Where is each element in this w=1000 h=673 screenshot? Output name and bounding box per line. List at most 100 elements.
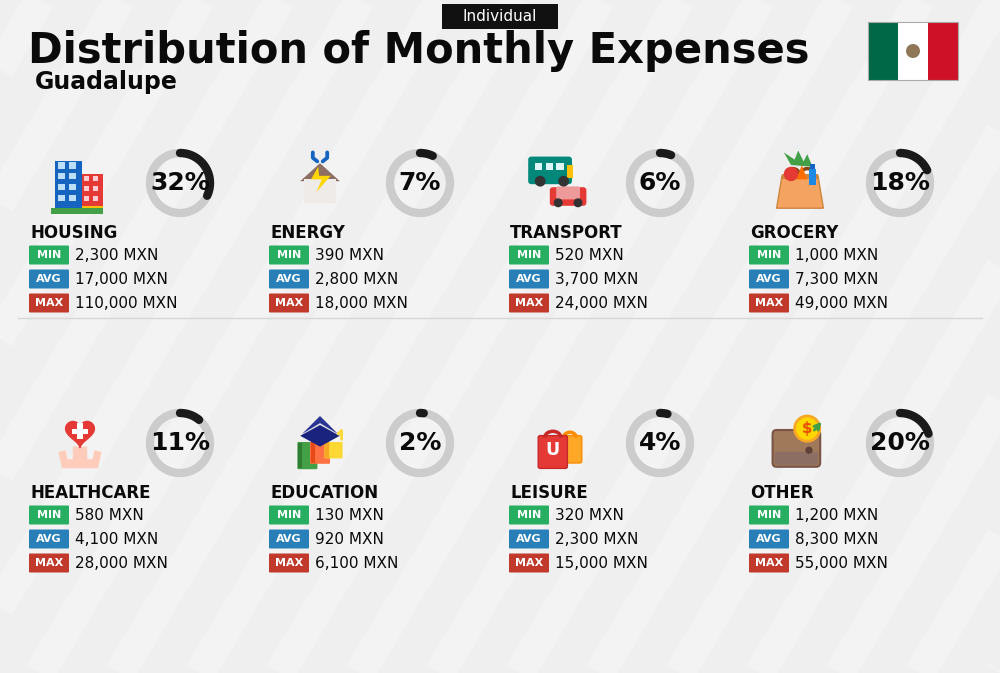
FancyBboxPatch shape [556, 186, 580, 199]
Bar [69, 194, 76, 201]
Polygon shape [311, 167, 331, 192]
Bar [928, 22, 958, 80]
FancyBboxPatch shape [29, 246, 69, 264]
Text: 49,000 MXN: 49,000 MXN [795, 295, 888, 310]
Bar [69, 162, 76, 169]
Text: AVG: AVG [276, 534, 302, 544]
Text: MAX: MAX [515, 298, 543, 308]
FancyBboxPatch shape [538, 435, 567, 468]
Text: Guadalupe: Guadalupe [35, 70, 178, 94]
Bar [84, 186, 89, 191]
Circle shape [784, 167, 798, 181]
FancyBboxPatch shape [749, 246, 789, 264]
Text: 6,100 MXN: 6,100 MXN [315, 555, 398, 571]
Text: 3,700 MXN: 3,700 MXN [555, 271, 638, 287]
Bar [556, 163, 564, 170]
FancyBboxPatch shape [509, 530, 549, 548]
Text: 24,000 MXN: 24,000 MXN [555, 295, 648, 310]
Bar [84, 196, 89, 201]
Circle shape [554, 199, 563, 207]
Text: 390 MXN: 390 MXN [315, 248, 384, 262]
Text: MAX: MAX [35, 558, 63, 568]
Text: 130 MXN: 130 MXN [315, 507, 384, 522]
Text: MIN: MIN [517, 250, 541, 260]
Text: 17,000 MXN: 17,000 MXN [75, 271, 168, 287]
Bar [69, 184, 76, 190]
FancyBboxPatch shape [773, 430, 820, 467]
Text: 55,000 MXN: 55,000 MXN [795, 555, 888, 571]
Bar [55, 162, 82, 208]
Bar [868, 22, 958, 80]
Bar [82, 174, 103, 208]
Text: MIN: MIN [277, 250, 301, 260]
Text: AVG: AVG [756, 274, 782, 284]
Text: ENERGY: ENERGY [270, 224, 345, 242]
Text: AVG: AVG [276, 274, 302, 284]
FancyBboxPatch shape [29, 293, 69, 312]
Text: 4,100 MXN: 4,100 MXN [75, 532, 158, 546]
Text: 920 MXN: 920 MXN [315, 532, 384, 546]
FancyBboxPatch shape [269, 505, 309, 524]
Bar [84, 176, 89, 181]
Text: Distribution of Monthly Expenses: Distribution of Monthly Expenses [28, 30, 810, 72]
Text: U: U [546, 441, 560, 459]
FancyBboxPatch shape [749, 269, 789, 289]
FancyBboxPatch shape [269, 269, 309, 289]
Text: MAX: MAX [515, 558, 543, 568]
Text: 7%: 7% [399, 171, 441, 195]
FancyBboxPatch shape [29, 505, 69, 524]
FancyBboxPatch shape [310, 442, 330, 464]
Bar [868, 22, 898, 80]
Text: 1,000 MXN: 1,000 MXN [795, 248, 878, 262]
FancyBboxPatch shape [509, 246, 549, 264]
Bar [898, 22, 928, 80]
Circle shape [906, 44, 920, 58]
Text: 11%: 11% [150, 431, 210, 455]
FancyBboxPatch shape [749, 505, 789, 524]
Bar [546, 163, 553, 170]
Text: 110,000 MXN: 110,000 MXN [75, 295, 178, 310]
Text: 2%: 2% [399, 431, 441, 455]
Text: 2,300 MXN: 2,300 MXN [75, 248, 158, 262]
Text: AVG: AVG [516, 274, 542, 284]
Bar [810, 164, 815, 169]
Text: $: $ [802, 421, 812, 436]
FancyBboxPatch shape [749, 553, 789, 573]
Circle shape [574, 199, 582, 207]
Bar [58, 184, 65, 190]
Polygon shape [777, 176, 823, 208]
FancyBboxPatch shape [509, 505, 549, 524]
Text: 4%: 4% [639, 431, 681, 455]
Text: 20%: 20% [870, 431, 930, 455]
FancyBboxPatch shape [297, 442, 317, 469]
Text: AVG: AVG [756, 534, 782, 544]
Text: 320 MXN: 320 MXN [555, 507, 624, 522]
Bar [304, 180, 336, 203]
Polygon shape [302, 416, 338, 434]
Text: AVG: AVG [516, 534, 542, 544]
Text: 2,300 MXN: 2,300 MXN [555, 532, 638, 546]
FancyBboxPatch shape [29, 530, 69, 548]
Bar [535, 163, 542, 170]
Text: 2,800 MXN: 2,800 MXN [315, 271, 398, 287]
Bar [809, 169, 816, 185]
Text: OTHER: OTHER [750, 484, 814, 502]
Text: MAX: MAX [275, 558, 303, 568]
FancyBboxPatch shape [550, 187, 586, 206]
Polygon shape [300, 425, 340, 447]
Text: EDUCATION: EDUCATION [270, 484, 378, 502]
Text: MAX: MAX [35, 298, 63, 308]
FancyBboxPatch shape [775, 452, 818, 465]
FancyBboxPatch shape [324, 442, 343, 458]
FancyBboxPatch shape [269, 293, 309, 312]
Text: 8,300 MXN: 8,300 MXN [795, 532, 878, 546]
Text: HEALTHCARE: HEALTHCARE [30, 484, 150, 502]
Bar [51, 208, 103, 213]
Bar [77, 423, 83, 439]
Text: HOUSING: HOUSING [30, 224, 117, 242]
Text: 520 MXN: 520 MXN [555, 248, 624, 262]
FancyBboxPatch shape [528, 157, 572, 184]
Text: 32%: 32% [150, 171, 210, 195]
Polygon shape [66, 421, 94, 448]
Circle shape [535, 176, 546, 186]
